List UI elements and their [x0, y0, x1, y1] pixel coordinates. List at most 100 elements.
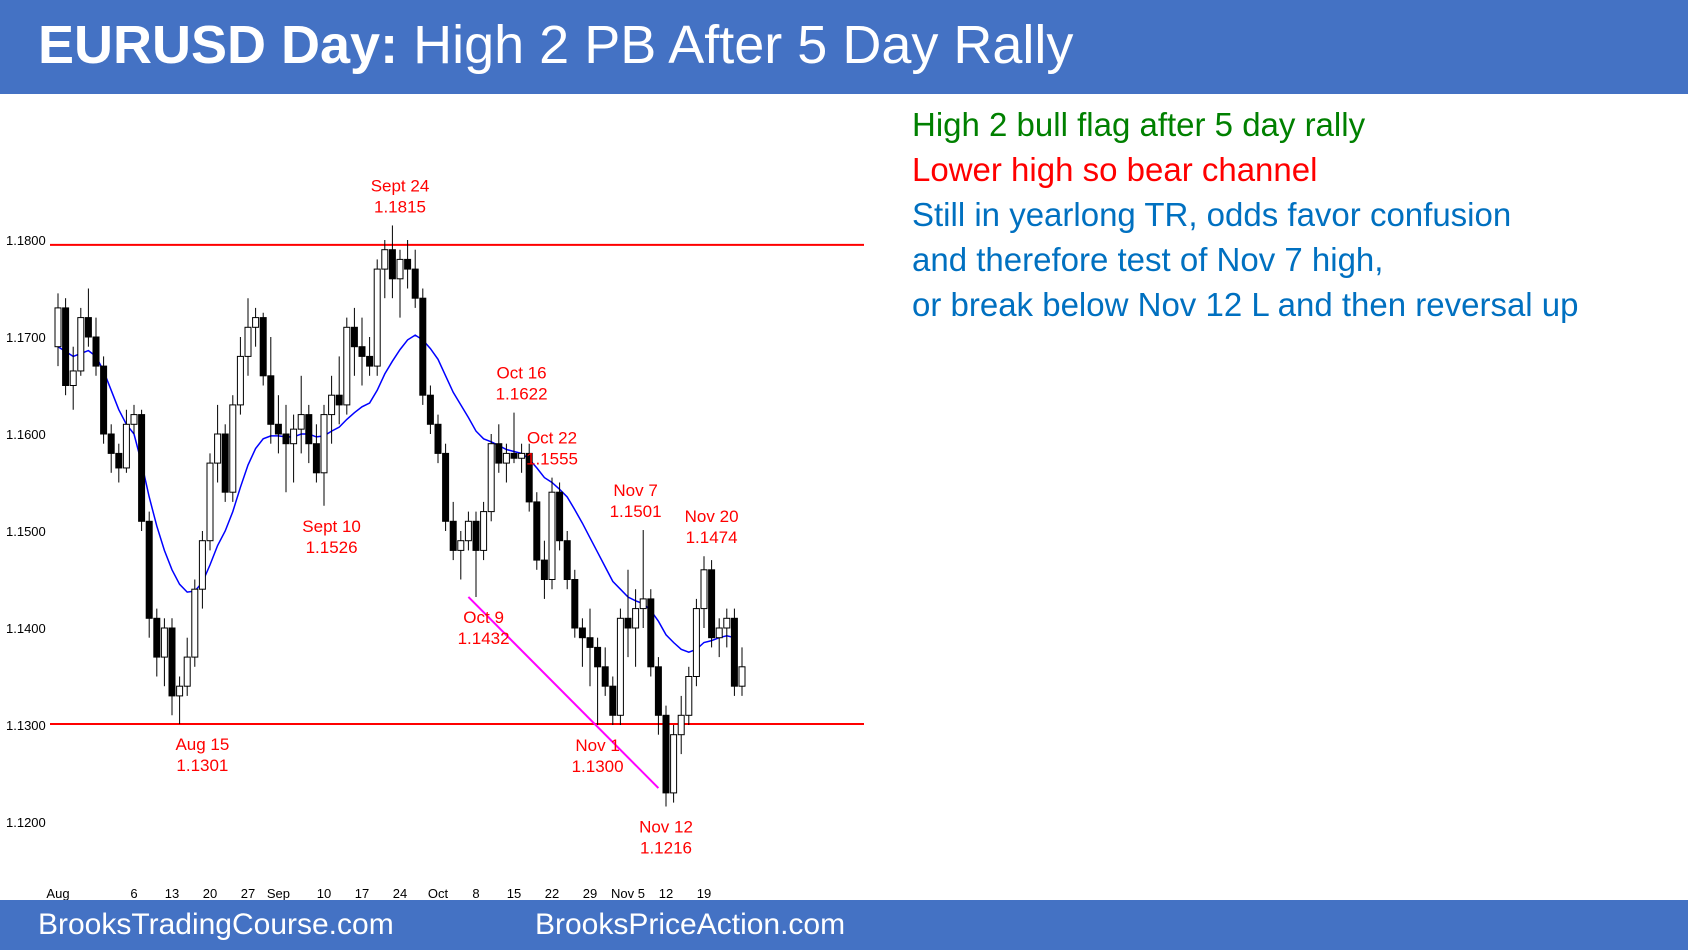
annotation-date: Sept 10 — [302, 517, 361, 536]
bear-candle — [221, 433, 229, 493]
bull-candle — [69, 370, 77, 387]
bear-candle — [533, 501, 541, 561]
x-tick-label: 24 — [393, 886, 407, 900]
annotation-price: 1.1526 — [306, 538, 358, 557]
bear-candle — [449, 520, 457, 551]
bull-candle — [480, 511, 488, 551]
y-tick-label: 1.1500 — [6, 524, 46, 539]
bear-candle — [571, 579, 579, 629]
bull-candle — [244, 326, 252, 357]
bear-candle — [274, 423, 282, 435]
x-tick-label: 10 — [317, 886, 331, 900]
comment-line-1: High 2 bull flag after 5 day rally — [912, 106, 1366, 143]
bull-candle — [229, 404, 237, 493]
bear-candle — [419, 297, 427, 396]
bull-candle — [457, 540, 465, 551]
bull-candle — [373, 268, 381, 367]
bull-candle — [670, 734, 678, 794]
x-tick-label: 12 — [659, 886, 673, 900]
annotation-price: 1.1216 — [640, 838, 692, 857]
bear-candle — [556, 491, 564, 542]
bull-candle — [487, 443, 495, 513]
bull-candle — [396, 258, 404, 280]
bear-candle — [708, 569, 716, 639]
bull-candle — [191, 588, 199, 658]
x-tick-label: 17 — [355, 886, 369, 900]
x-tick-label: Oct — [428, 886, 449, 900]
bear-candle — [434, 423, 442, 454]
bull-candle — [502, 452, 510, 464]
x-tick-label: 27 — [241, 886, 255, 900]
bear-candle — [594, 646, 602, 668]
bull-candle — [236, 355, 244, 406]
bear-candle — [267, 375, 275, 425]
x-tick-label: Nov 5 — [611, 886, 645, 900]
bear-candle — [647, 598, 655, 668]
bull-candle — [214, 433, 222, 464]
y-tick-label: 1.1300 — [6, 718, 46, 733]
bull-candle — [77, 317, 85, 372]
bear-candle — [62, 307, 70, 386]
bear-candle — [305, 414, 313, 445]
bear-candle — [495, 443, 503, 464]
bull-candle — [297, 414, 305, 430]
bull-candle — [677, 714, 685, 736]
annotation-price: 1.1501 — [610, 502, 662, 521]
bear-candle — [145, 520, 153, 619]
x-tick-label: 29 — [583, 886, 597, 900]
annotation-price: 1.1432 — [458, 629, 510, 648]
bull-candle — [252, 317, 260, 328]
bear-candle — [540, 559, 548, 581]
bear-candle — [138, 414, 146, 522]
bear-candle — [730, 617, 738, 687]
annotation-date: Nov 12 — [639, 817, 693, 836]
bull-candle — [548, 491, 556, 581]
annotation-date: Oct 22 — [527, 429, 577, 448]
bull-candle — [122, 423, 130, 469]
annotation-price: 1.1301 — [176, 756, 228, 775]
bear-candle — [624, 617, 632, 629]
annotation-date: Nov 1 — [575, 736, 619, 755]
bull-candle — [290, 428, 298, 445]
bull-candle — [518, 452, 526, 459]
bull-candle — [198, 540, 206, 590]
bear-candle — [654, 666, 662, 716]
bear-candle — [335, 394, 343, 406]
annotation-price: 1.1815 — [374, 197, 426, 216]
bull-candle — [464, 520, 472, 542]
bear-trendline — [467, 596, 660, 789]
bear-candle — [100, 365, 108, 435]
annotation-date: Nov 20 — [685, 507, 739, 526]
x-tick-label: Aug — [46, 886, 69, 900]
x-tick-label: 20 — [203, 886, 217, 900]
bear-candle — [107, 433, 115, 454]
annotation-date: Nov 7 — [613, 481, 657, 500]
price-chart: 1.1200 1.1300 1.1400 1.1500 1.1600 1.1700 1.18… — [6, 176, 864, 900]
bear-candle — [153, 617, 161, 658]
y-tick-label: 1.1800 — [6, 233, 46, 248]
bear-candle — [609, 685, 617, 716]
title-bold-part: EURUSD Day: — [38, 15, 399, 75]
bear-candle — [282, 433, 290, 445]
bull-candle — [381, 249, 389, 270]
annotation-price: 1.1555 — [526, 450, 578, 469]
bear-candle — [92, 336, 100, 367]
bull-candle — [639, 598, 647, 610]
y-tick-label: 1.1400 — [6, 621, 46, 636]
bear-candle — [358, 346, 366, 357]
x-tick-label: 19 — [697, 886, 711, 900]
bear-candle — [388, 249, 396, 280]
y-tick-label: 1.1600 — [6, 427, 46, 442]
bear-candle — [350, 326, 358, 348]
bull-candle — [700, 569, 708, 610]
bull-candle — [328, 394, 336, 416]
bear-candle — [662, 714, 670, 794]
bull-candle — [176, 685, 184, 697]
bull-candle — [183, 656, 191, 687]
y-tick-label: 1.1700 — [6, 330, 46, 345]
bull-candle — [130, 414, 138, 425]
bull-candle — [54, 307, 62, 348]
bear-candle — [411, 268, 419, 299]
annotation-price: 1.1474 — [686, 528, 738, 547]
bear-candle — [366, 355, 374, 367]
